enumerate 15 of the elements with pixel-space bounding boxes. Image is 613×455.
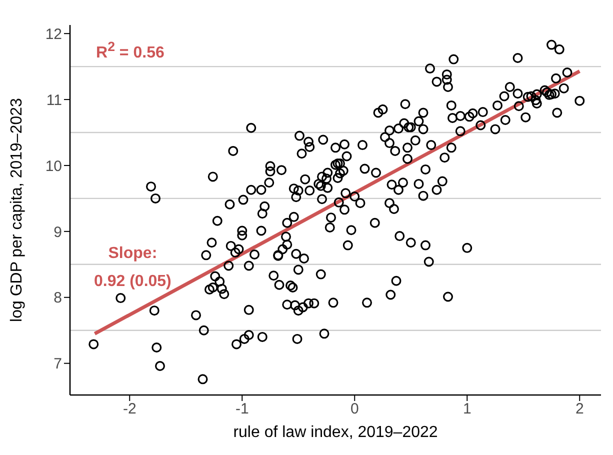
annotation: Slope: 0.92 (0.05)	[94, 244, 172, 292]
x-tick-label: 0	[350, 400, 359, 418]
y-tick-label: 10	[45, 158, 62, 175]
x-tick-label: 2	[575, 400, 584, 418]
x-axis-title: rule of law index, 2019–2022	[233, 424, 438, 441]
y-tick-label: 7	[54, 356, 62, 373]
x-tick-label: 1	[462, 400, 472, 418]
y-axis-title: log GDP per capita, 2019–2023	[8, 98, 26, 322]
x-tick-label: -2	[122, 400, 136, 418]
y-tick-label: 8	[54, 290, 62, 307]
annotation: R$^{2}$ = 0.56	[96, 38, 164, 64]
y-tick-label: 9	[54, 224, 62, 241]
y-tick-label: 11	[46, 92, 62, 109]
y-tick-label: 12	[45, 26, 62, 43]
x-tick-label: -1	[235, 400, 249, 418]
